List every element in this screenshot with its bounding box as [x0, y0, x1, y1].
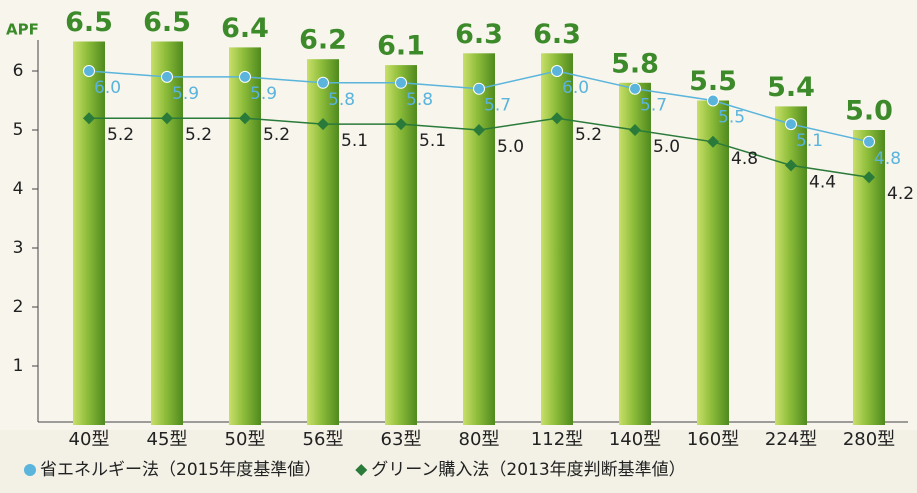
chart: APF 1 2 3 4 5 6 40型 45型 50型 56型 63型 80型 112型 140型 160型… — [0, 0, 917, 493]
bar — [697, 101, 729, 426]
bar-value-label: 5.5 — [689, 66, 737, 97]
x-tick-label: 140型 — [609, 429, 661, 450]
point-value-label: 5.9 — [250, 84, 277, 104]
x-tick-label: 45型 — [147, 429, 188, 450]
point — [786, 119, 797, 130]
point-value-label: 4.4 — [809, 172, 836, 192]
point-value-label: 5.1 — [341, 131, 368, 151]
y-tick-label: 5 — [13, 120, 24, 140]
legend-label: グリーン購入法（2013年度判断基準値） — [371, 460, 685, 480]
y-tick-label: 4 — [13, 179, 24, 199]
bar-value-label: 6.3 — [533, 19, 581, 50]
y-axis-label: APF — [6, 21, 39, 39]
y-tick-label: 1 — [13, 356, 24, 376]
point-value-label: 6.0 — [562, 78, 589, 98]
point-value-label: 5.1 — [419, 131, 446, 151]
point-value-label: 5.2 — [107, 125, 134, 145]
bar — [541, 53, 573, 425]
point — [240, 71, 251, 82]
point — [84, 66, 95, 77]
point-value-label: 5.2 — [263, 125, 290, 145]
point-value-label: 5.0 — [653, 137, 680, 157]
point-value-label: 5.1 — [796, 131, 823, 151]
point — [864, 136, 875, 147]
point — [162, 71, 173, 82]
point-value-label: 4.8 — [874, 149, 901, 169]
point-value-label: 5.7 — [640, 96, 667, 116]
point-value-label: 5.2 — [575, 125, 602, 145]
bar — [307, 59, 339, 425]
bar-value-label: 5.4 — [767, 72, 815, 103]
x-tick-label: 280型 — [843, 429, 895, 450]
x-tick-label: 224型 — [765, 429, 817, 450]
point-value-label: 5.8 — [328, 90, 355, 110]
bar-value-label: 6.4 — [221, 13, 269, 44]
bar-value-label: 6.5 — [143, 7, 191, 38]
point-value-label: 4.8 — [731, 149, 758, 169]
y-tick-label: 6 — [13, 61, 24, 81]
point — [630, 83, 641, 94]
point — [396, 77, 407, 88]
bar — [229, 47, 261, 425]
legend-label: 省エネルギー法（2015年度基準値） — [40, 460, 321, 480]
y-tick-label: 2 — [13, 297, 24, 317]
x-tick-label: 80型 — [459, 429, 500, 450]
x-tick-label: 56型 — [303, 429, 344, 450]
point-value-label: 5.9 — [172, 84, 199, 104]
bar-value-label: 6.5 — [65, 7, 113, 38]
bar-value-label: 6.2 — [299, 25, 347, 56]
bar — [775, 106, 807, 425]
legend-marker — [24, 464, 36, 476]
x-tick-label: 50型 — [225, 429, 266, 450]
x-tick-label: 63型 — [381, 429, 422, 450]
x-tick-label: 112型 — [531, 429, 583, 450]
point-value-label: 5.0 — [497, 137, 524, 157]
point — [552, 66, 563, 77]
x-tick-label: 40型 — [69, 429, 110, 450]
point-value-label: 5.8 — [406, 90, 433, 110]
point-value-label: 5.2 — [185, 125, 212, 145]
point-value-label: 5.7 — [484, 96, 511, 116]
bar — [73, 42, 105, 426]
bar-value-label: 6.3 — [455, 19, 503, 50]
point-value-label: 4.2 — [887, 184, 914, 204]
point-value-label: 5.5 — [718, 108, 745, 128]
bar-value-label: 5.0 — [845, 96, 893, 127]
x-tick-label: 160型 — [687, 429, 739, 450]
point — [474, 83, 485, 94]
point — [708, 95, 719, 106]
bar-value-label: 6.1 — [377, 31, 425, 62]
bar-value-label: 5.8 — [611, 48, 659, 79]
point — [318, 77, 329, 88]
y-tick-label: 3 — [13, 238, 24, 258]
point-value-label: 6.0 — [94, 78, 121, 98]
